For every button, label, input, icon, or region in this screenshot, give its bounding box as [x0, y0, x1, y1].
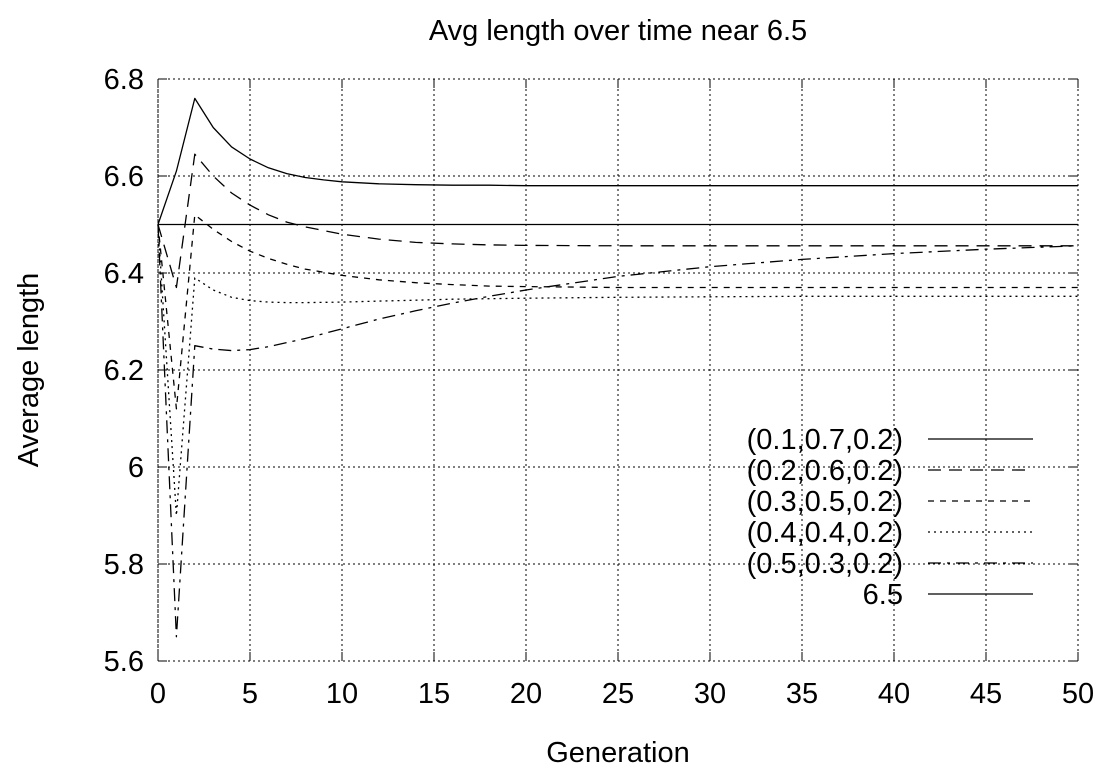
legend-label: (0.1,0.7,0.2)	[747, 424, 903, 456]
x-tick-label: 30	[694, 678, 726, 710]
legend-label: (0.2,0.6,0.2)	[747, 455, 903, 487]
series-line	[157, 97, 1078, 225]
x-tick-label: 5	[242, 678, 258, 710]
x-tick-label: 50	[1062, 678, 1094, 710]
x-tick-label: 20	[510, 678, 542, 710]
y-axis-ticks: 5.6 5.8 6 6.2 6.4 6.6 6.8	[104, 64, 1078, 678]
legend-label: 6.5	[863, 579, 903, 611]
series-line	[157, 214, 1078, 410]
y-tick-label: 5.6	[104, 646, 144, 678]
chart-title: Avg length over time near 6.5	[429, 15, 807, 47]
y-tick-label: 5.8	[104, 549, 144, 581]
x-tick-label: 40	[878, 678, 910, 710]
x-tick-label: 10	[326, 678, 358, 710]
x-tick-label: 0	[150, 678, 166, 710]
x-tick-label: 25	[602, 678, 634, 710]
x-tick-label: 45	[970, 678, 1002, 710]
grid	[157, 78, 1079, 662]
x-tick-label: 35	[786, 678, 818, 710]
series-line	[157, 224, 1078, 517]
y-tick-label: 6.4	[104, 258, 144, 290]
y-tick-label: 6	[128, 452, 144, 484]
x-axis-ticks: 0 5 10 15 20 25 30 35 40 45 50	[150, 79, 1094, 710]
series-lines	[157, 97, 1079, 638]
y-axis-label: Average length	[13, 273, 45, 468]
legend: (0.1,0.7,0.2)(0.2,0.6,0.2)(0.3,0.5,0.2)(…	[747, 424, 1033, 611]
y-tick-label: 6.6	[104, 161, 144, 193]
y-tick-label: 6.2	[104, 355, 144, 387]
legend-label: (0.4,0.4,0.2)	[747, 517, 903, 549]
series-line	[157, 153, 1078, 289]
y-tick-label: 6.8	[104, 64, 144, 96]
x-tick-label: 15	[418, 678, 450, 710]
legend-label: (0.5,0.3,0.2)	[747, 548, 903, 580]
legend-label: (0.3,0.5,0.2)	[747, 486, 903, 518]
x-axis-label: Generation	[546, 737, 690, 769]
